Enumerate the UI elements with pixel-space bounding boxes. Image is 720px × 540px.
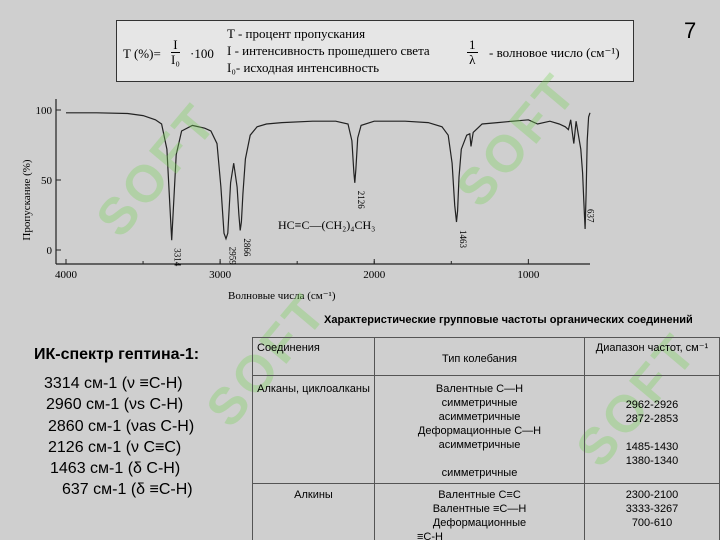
ir-band: 637 см-1 (δ ≡C-H) bbox=[62, 481, 193, 499]
y-tick-label: 100 bbox=[36, 105, 53, 117]
table-row: Алканы, циклоалканы Валентные С—Н симмет… bbox=[252, 375, 720, 484]
peak-label: 2126 bbox=[356, 191, 366, 210]
ir-band-list: 3314 см-1 (ν ≡C-H) 2960 см-1 (νs C-H) 28… bbox=[42, 373, 194, 501]
peak-labels: 3314 2959 2866 2126 1463 637 bbox=[173, 191, 596, 267]
peak-label: 2959 bbox=[227, 247, 237, 265]
x-axis-label: Волновые числа (см⁻¹) bbox=[228, 290, 336, 302]
peak-label: 3314 bbox=[173, 248, 183, 267]
row-ranges-alkanes: 2962-2926 2872-2853 1485-1430 1380-1340 bbox=[584, 375, 720, 484]
vibration-type: асимметричные bbox=[438, 411, 521, 423]
multiplier: ·100 bbox=[190, 46, 214, 61]
range-value: 1380-1340 bbox=[625, 455, 679, 467]
vibration-type: Деформационные С—Н bbox=[417, 425, 542, 437]
fraction-numerator: I bbox=[171, 38, 180, 53]
ir-band: 1463 см-1 (δ C-H) bbox=[50, 460, 181, 478]
fraction-denominator: I₀ bbox=[171, 52, 180, 67]
chart-ticks: 4000 3000 2000 1000 0 50 100 bbox=[36, 105, 540, 281]
frequency-table: Соединения Тип колебания Диапазон частот… bbox=[252, 337, 720, 540]
range-value: 700-610 bbox=[631, 517, 673, 529]
x-tick-label: 2000 bbox=[363, 269, 386, 281]
wavenumber-numerator: 1 bbox=[467, 37, 478, 53]
vibration-type: Валентные ≡С—Н bbox=[432, 503, 527, 515]
vibration-type: ≡С-Н bbox=[417, 531, 443, 540]
slide-number: 7 bbox=[684, 18, 697, 43]
range-value: 1485-1430 bbox=[625, 441, 679, 453]
range-value: 3333-3267 bbox=[625, 503, 679, 515]
ir-spectrum-title: ИК-спектр гептина-1: bbox=[34, 346, 200, 363]
table-caption: Характеристические групповые частоты орг… bbox=[324, 314, 693, 326]
y-tick-label: 50 bbox=[41, 175, 53, 187]
wavenumber-fraction: 1 λ bbox=[467, 38, 478, 67]
peak-label: 1463 bbox=[458, 230, 468, 249]
formula-box: T (%)= I I₀ ·100 T - процент пропускания… bbox=[116, 20, 634, 82]
vibration-type: симметричные bbox=[441, 397, 518, 409]
header-frequency-range: Диапазон частот, см⁻¹ bbox=[584, 337, 720, 376]
range-value: 2872-2853 bbox=[625, 413, 679, 425]
row-group-alkanes: Алканы, циклоалканы bbox=[252, 375, 375, 484]
table-header-row: Соединения Тип колебания Диапазон частот… bbox=[252, 337, 720, 376]
header-compounds: Соединения bbox=[252, 337, 375, 376]
y-axis-label: Пропускание (%) bbox=[21, 159, 33, 241]
intensity-ratio-fraction: I I₀ bbox=[171, 38, 180, 67]
range-value: 2962-2926 bbox=[625, 399, 679, 411]
vibration-type: Валентные С≡С bbox=[438, 489, 521, 501]
formula-definitions: T - процент пропускания I - интенсивност… bbox=[227, 25, 430, 76]
row-ranges-alkynes: 2300-2100 3333-3267 700-610 bbox=[584, 483, 720, 540]
vibration-type: Деформационные bbox=[432, 517, 527, 529]
y-tick-label: 0 bbox=[47, 245, 53, 257]
row-types-alkynes: Валентные С≡С Валентные ≡С—Н Деформацион… bbox=[374, 483, 585, 540]
x-tick-label: 4000 bbox=[55, 269, 78, 281]
definition-i: I - интенсивность прошедшего света bbox=[227, 43, 430, 58]
ir-band: 3314 см-1 (ν ≡C-H) bbox=[44, 375, 183, 392]
ir-band: 2960 см-1 (νs C-H) bbox=[46, 396, 184, 414]
table-row: Алкины Валентные С≡С Валентные ≡С—Н Дефо… bbox=[252, 483, 720, 540]
chart-axes bbox=[55, 99, 590, 265]
wavenumber-definition: - волновое число (см⁻¹) bbox=[489, 45, 620, 60]
x-tick-label: 1000 bbox=[517, 269, 540, 281]
ir-band: 2126 см-1 (ν C≡C) bbox=[48, 438, 182, 456]
definition-t: T - процент пропускания bbox=[227, 26, 366, 41]
peak-label: 2866 bbox=[242, 238, 252, 257]
vibration-type bbox=[379, 452, 580, 466]
row-types-alkanes: Валентные С—Н симметричные асимметричные… bbox=[374, 375, 585, 484]
transmittance-equation-lhs: T (%)= bbox=[123, 46, 161, 61]
ir-band: 2860 см-1 (νas C-H) bbox=[48, 417, 195, 435]
ir-spectrum-chart: 4000 3000 2000 1000 0 50 100 3314 2959 2866 2126 1… bbox=[21, 99, 596, 302]
range-value bbox=[589, 382, 715, 396]
vibration-type: симметричные bbox=[441, 467, 518, 479]
x-tick-label: 3000 bbox=[209, 269, 232, 281]
row-group-alkynes: Алкины bbox=[252, 483, 375, 540]
range-value bbox=[589, 426, 715, 440]
definition-i0: I₀- исходная интенсивность bbox=[227, 60, 380, 75]
peak-label: 637 bbox=[585, 209, 595, 223]
header-vibration-type: Тип колебания bbox=[374, 337, 585, 376]
range-value: 2300-2100 bbox=[625, 489, 679, 501]
molecule-formula: HC≡C—(CH₂)₄CH₃ bbox=[278, 218, 375, 232]
vibration-type: асимметричные bbox=[438, 439, 521, 451]
vibration-type: Валентные С—Н bbox=[435, 383, 524, 395]
wavenumber-denominator: λ bbox=[469, 52, 476, 67]
spectrum-line bbox=[66, 112, 591, 241]
